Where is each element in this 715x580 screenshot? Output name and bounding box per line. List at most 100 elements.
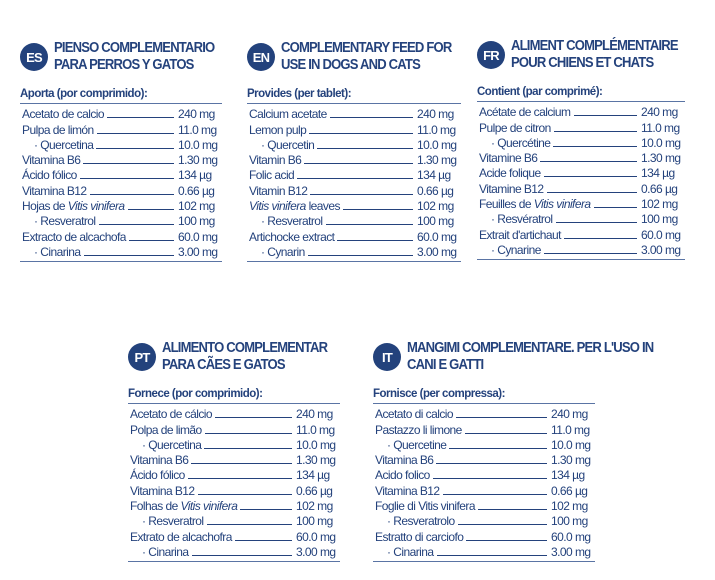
ingredient-amount: 102 mg: [417, 199, 454, 214]
ingredient-amount: 3.00 mg: [178, 244, 218, 259]
leader-line: [329, 117, 413, 119]
leader-line: [442, 493, 547, 495]
leader-line: [310, 193, 413, 195]
leader-line: [187, 478, 292, 480]
ingredient-label: · Cynarin: [261, 244, 305, 259]
leader-line: [342, 209, 413, 211]
ingredient-name: · Quercetine: [375, 438, 447, 452]
leader-line: [83, 254, 174, 256]
title-line-2: pour chiens et chats: [511, 55, 654, 71]
ingredient-amount: 11.0 mg: [641, 120, 680, 135]
ingredient-label: · Cynarine: [491, 242, 541, 257]
table-row: Folhas de Vitis vinifera 102 mg: [130, 498, 340, 513]
table-row: · Cinarina 3.00 mg: [22, 244, 222, 259]
panel-es: ES Pienso complementario para perros y g…: [20, 40, 222, 262]
ingredient-amount: 1.30 mg: [417, 153, 457, 168]
ingredient-name: Artichocke extract: [249, 229, 335, 244]
title-line-2: para perros y gatos: [54, 57, 194, 73]
leader-line: [128, 239, 174, 241]
ingredient-label: Lemon pulp: [249, 122, 307, 137]
ingredient-label: Vitamin B6: [249, 153, 302, 168]
ingredient-label: Ácido fólico: [22, 168, 77, 183]
ingredient-amount: 102 mg: [641, 197, 678, 212]
table-row: Vitamina B6 1.30 mg: [375, 452, 595, 467]
table-row: · Quercetine 10.0 mg: [375, 437, 595, 452]
table-row: Feuilles de Vitis vinifera 102 mg: [479, 196, 685, 211]
language-badge: PT: [128, 343, 156, 371]
title-line-2: cani e gatti: [407, 357, 484, 373]
ingredient-label: · Resvératrol: [491, 212, 553, 227]
ingredient-amount: 10.0 mg: [417, 137, 457, 152]
table-row: · Cinarina 3.00 mg: [375, 544, 595, 559]
ingredient-amount: 100 mg: [641, 212, 678, 227]
leader-line: [432, 478, 547, 480]
leader-line: [543, 176, 637, 178]
table-row: Acetato de cálcio 240 mg: [130, 406, 340, 421]
ingredient-amount: 0.66 µg: [417, 183, 454, 198]
ingredient-label: · Resveratrol: [34, 214, 96, 229]
leader-line: [204, 432, 292, 434]
ingredient-label: Folic acid: [249, 168, 295, 183]
leader-line: [449, 447, 547, 449]
ingredient-label: Pastazzo li limone: [375, 422, 462, 437]
ingredient-label: · Quercetin: [261, 137, 315, 152]
leader-line: [546, 191, 637, 193]
ingredient-name: · Resvératrol: [479, 212, 553, 226]
ingredient-amount: 11.0 mg: [551, 422, 590, 437]
table-row: · Cynarine 3.00 mg: [479, 242, 685, 257]
panel-title: Alimento complementar para cães e gatos: [162, 340, 328, 374]
title-line-1: Alimento complementar: [162, 340, 328, 356]
ingredient-amount: 11.0 mg: [178, 122, 217, 137]
ingredient-label: Vitamina B6: [22, 153, 81, 168]
ingredient-amount: 10.0 mg: [551, 437, 591, 452]
leader-line: [540, 161, 637, 163]
table-row: Foglie di Vitis vinifera 102 mg: [375, 498, 595, 513]
ingredient-name: · Resveratrolo: [375, 514, 455, 528]
ingredient-name: Ácido fólico: [130, 468, 185, 482]
panel-subtitle: Provides (per tablet):: [247, 88, 352, 100]
ingredient-amount: 240 mg: [178, 107, 215, 122]
ingredient-name: Ácido fólico: [22, 168, 77, 182]
title-line-2: use in dogs and cats: [281, 57, 421, 73]
ingredient-amount: 60.0 mg: [417, 229, 457, 244]
panel-header: FR Aliment complémentaire pour chiens et…: [477, 38, 685, 72]
panel-header: IT Mangimi complementare. Per l'uso in c…: [373, 340, 654, 374]
panel-header: PT Alimento complementar para cães e gat…: [128, 340, 340, 374]
panel-en: EN Complementary feed for use in dogs an…: [247, 40, 461, 262]
table-row: Vitamin B12 0.66 µg: [249, 182, 461, 198]
ingredient-name: · Cinarina: [375, 545, 434, 559]
leader-line: [307, 254, 413, 256]
ingredient-amount: 1.30 mg: [178, 153, 218, 168]
leader-line: [466, 539, 547, 541]
leader-line: [573, 115, 637, 117]
leader-line: [309, 132, 413, 134]
ingredient-name: Feuilles de Vitis vinifera: [479, 197, 591, 211]
ingredient-amount: 1.30 mg: [296, 453, 336, 468]
ingredient-label: Estratto di carciofo: [375, 529, 464, 544]
leader-line: [191, 463, 292, 465]
ingredient-name: · Cynarine: [479, 243, 541, 257]
ingredient-amount: 0.66 µg: [551, 483, 588, 498]
leader-line: [206, 524, 292, 526]
table-row: Ácido fólico 134 µg: [130, 467, 340, 482]
table-row: Extrait d'artichaut 60.0 mg: [479, 226, 685, 242]
ingredient-label: Artichocke extract: [249, 229, 335, 244]
composition-table: Acetato de cálcio 240 mg Polpa de limão …: [128, 403, 340, 562]
ingredient-name: Vitamine B12: [479, 182, 544, 196]
table-row: Hojas de Vitis vinifera 102 mg: [22, 198, 222, 213]
ingredient-name: Acetato di calcio: [375, 407, 454, 421]
ingredient-name: Calcium acetate: [249, 107, 327, 121]
title-line-1: Mangimi complementare. Per l'uso in: [407, 340, 654, 356]
ingredient-latin-name: Vitis vinifera: [533, 197, 591, 212]
language-badge: FR: [477, 41, 505, 69]
title-line-1: Pienso complementario: [54, 40, 215, 56]
table-row: Vitamina B12 0.66 µg: [22, 182, 222, 198]
title-line-1: Aliment complémentaire: [511, 38, 679, 54]
table-row: · Resveratrol 100 mg: [249, 213, 461, 228]
ingredient-name: Vitamina B6: [22, 153, 81, 168]
leader-line: [436, 463, 547, 465]
table-row: · Quercetina 10.0 mg: [130, 437, 340, 452]
ingredient-label: · Resveratrolo: [387, 514, 455, 529]
ingredient-amount: 60.0 mg: [551, 529, 591, 544]
table-row: Estratto di carciofo 60.0 mg: [375, 528, 595, 544]
